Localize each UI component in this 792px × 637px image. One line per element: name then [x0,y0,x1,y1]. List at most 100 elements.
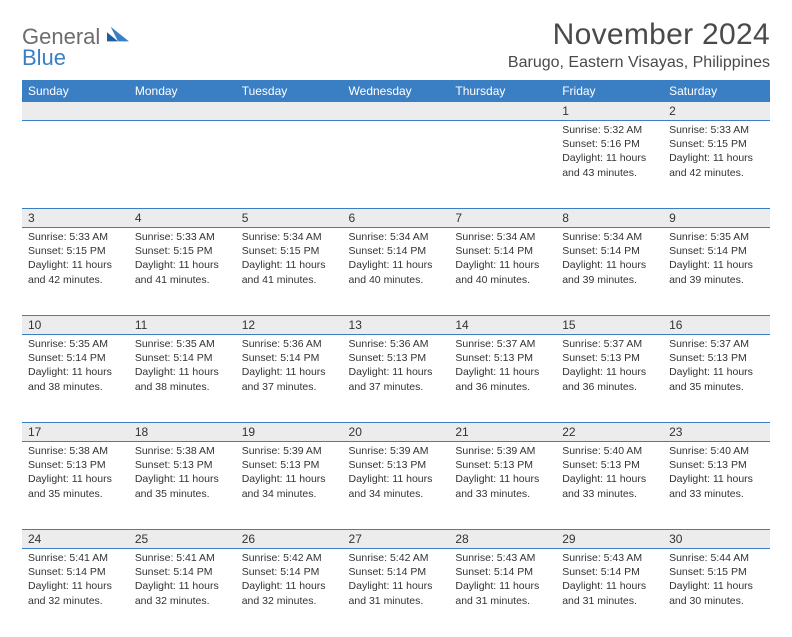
day-number: 14 [449,316,556,334]
day-content-cell: Sunrise: 5:33 AMSunset: 5:15 PMDaylight:… [129,228,236,316]
day-content-cell: Sunrise: 5:37 AMSunset: 5:13 PMDaylight:… [556,335,663,423]
day-content-cell: Sunrise: 5:39 AMSunset: 5:13 PMDaylight:… [343,442,450,530]
day-number: 26 [236,530,343,548]
day-content-cell [236,121,343,209]
day-number: 17 [22,423,129,441]
day-details: Sunrise: 5:34 AMSunset: 5:15 PMDaylight:… [236,228,343,291]
day-number: 28 [449,530,556,548]
day-details: Sunrise: 5:38 AMSunset: 5:13 PMDaylight:… [129,442,236,505]
day-number-cell: 27 [343,530,450,549]
day-number: 19 [236,423,343,441]
day-content-cell: Sunrise: 5:41 AMSunset: 5:14 PMDaylight:… [129,549,236,637]
day-content-cell: Sunrise: 5:38 AMSunset: 5:13 PMDaylight:… [22,442,129,530]
day-content-cell: Sunrise: 5:33 AMSunset: 5:15 PMDaylight:… [663,121,770,209]
day-number: 11 [129,316,236,334]
day-content-cell: Sunrise: 5:42 AMSunset: 5:14 PMDaylight:… [236,549,343,637]
day-content-cell: Sunrise: 5:35 AMSunset: 5:14 PMDaylight:… [663,228,770,316]
day-number-cell [129,102,236,121]
day-details: Sunrise: 5:35 AMSunset: 5:14 PMDaylight:… [22,335,129,398]
day-content-cell: Sunrise: 5:36 AMSunset: 5:14 PMDaylight:… [236,335,343,423]
weekday-header: Friday [556,80,663,102]
content-row: Sunrise: 5:35 AMSunset: 5:14 PMDaylight:… [22,335,770,423]
day-number-cell: 26 [236,530,343,549]
logo-triangle-icon [107,26,129,44]
day-content-cell: Sunrise: 5:34 AMSunset: 5:15 PMDaylight:… [236,228,343,316]
day-content-cell: Sunrise: 5:35 AMSunset: 5:14 PMDaylight:… [22,335,129,423]
day-content-cell: Sunrise: 5:37 AMSunset: 5:13 PMDaylight:… [663,335,770,423]
day-number-cell [343,102,450,121]
weekday-header: Wednesday [343,80,450,102]
day-number: 16 [663,316,770,334]
day-number: 15 [556,316,663,334]
day-content-cell [449,121,556,209]
weekday-header: Tuesday [236,80,343,102]
day-content-cell: Sunrise: 5:38 AMSunset: 5:13 PMDaylight:… [129,442,236,530]
day-number: 7 [449,209,556,227]
day-details: Sunrise: 5:37 AMSunset: 5:13 PMDaylight:… [663,335,770,398]
day-details: Sunrise: 5:36 AMSunset: 5:14 PMDaylight:… [236,335,343,398]
day-details: Sunrise: 5:33 AMSunset: 5:15 PMDaylight:… [22,228,129,291]
day-details: Sunrise: 5:40 AMSunset: 5:13 PMDaylight:… [663,442,770,505]
calendar-body: 12Sunrise: 5:32 AMSunset: 5:16 PMDayligh… [22,102,770,637]
day-content-cell: Sunrise: 5:34 AMSunset: 5:14 PMDaylight:… [449,228,556,316]
day-number: 4 [129,209,236,227]
day-details: Sunrise: 5:37 AMSunset: 5:13 PMDaylight:… [556,335,663,398]
day-details: Sunrise: 5:34 AMSunset: 5:14 PMDaylight:… [556,228,663,291]
day-number-cell: 6 [343,209,450,228]
day-details: Sunrise: 5:34 AMSunset: 5:14 PMDaylight:… [343,228,450,291]
day-content-cell: Sunrise: 5:41 AMSunset: 5:14 PMDaylight:… [22,549,129,637]
day-content-cell: Sunrise: 5:32 AMSunset: 5:16 PMDaylight:… [556,121,663,209]
day-number-cell: 20 [343,423,450,442]
day-number: 21 [449,423,556,441]
day-details: Sunrise: 5:43 AMSunset: 5:14 PMDaylight:… [449,549,556,612]
day-details: Sunrise: 5:37 AMSunset: 5:13 PMDaylight:… [449,335,556,398]
day-number-cell: 25 [129,530,236,549]
day-number-cell: 4 [129,209,236,228]
day-number-cell: 24 [22,530,129,549]
day-content-cell: Sunrise: 5:34 AMSunset: 5:14 PMDaylight:… [556,228,663,316]
content-row: Sunrise: 5:32 AMSunset: 5:16 PMDaylight:… [22,121,770,209]
day-number: 6 [343,209,450,227]
day-details: Sunrise: 5:42 AMSunset: 5:14 PMDaylight:… [343,549,450,612]
day-number-cell: 2 [663,102,770,121]
logo-text-blue: Blue [22,47,129,69]
day-number-cell: 14 [449,316,556,335]
day-details: Sunrise: 5:36 AMSunset: 5:13 PMDaylight:… [343,335,450,398]
day-content-cell: Sunrise: 5:39 AMSunset: 5:13 PMDaylight:… [236,442,343,530]
day-details: Sunrise: 5:42 AMSunset: 5:14 PMDaylight:… [236,549,343,612]
daynum-row: 12 [22,102,770,121]
day-number: 25 [129,530,236,548]
day-details: Sunrise: 5:44 AMSunset: 5:15 PMDaylight:… [663,549,770,612]
calendar-page: General Blue November 2024 Barugo, Easte… [0,0,792,637]
day-number-cell: 8 [556,209,663,228]
day-number: 29 [556,530,663,548]
calendar-table: Sunday Monday Tuesday Wednesday Thursday… [22,80,770,637]
day-number-cell: 28 [449,530,556,549]
weekday-header: Sunday [22,80,129,102]
day-number-cell [449,102,556,121]
day-number: 3 [22,209,129,227]
day-content-cell: Sunrise: 5:33 AMSunset: 5:15 PMDaylight:… [22,228,129,316]
day-number: 20 [343,423,450,441]
title-block: November 2024 Barugo, Eastern Visayas, P… [508,18,770,72]
content-row: Sunrise: 5:38 AMSunset: 5:13 PMDaylight:… [22,442,770,530]
day-number: 22 [556,423,663,441]
day-number: 24 [22,530,129,548]
header: General Blue November 2024 Barugo, Easte… [22,18,770,72]
day-number: 23 [663,423,770,441]
logo: General Blue [22,24,129,69]
weekday-header: Saturday [663,80,770,102]
day-details: Sunrise: 5:40 AMSunset: 5:13 PMDaylight:… [556,442,663,505]
daynum-row: 10111213141516 [22,316,770,335]
day-number-cell: 30 [663,530,770,549]
day-content-cell [22,121,129,209]
day-number-cell [22,102,129,121]
month-title: November 2024 [508,18,770,52]
day-content-cell: Sunrise: 5:34 AMSunset: 5:14 PMDaylight:… [343,228,450,316]
day-content-cell: Sunrise: 5:36 AMSunset: 5:13 PMDaylight:… [343,335,450,423]
day-details: Sunrise: 5:41 AMSunset: 5:14 PMDaylight:… [129,549,236,612]
day-details: Sunrise: 5:32 AMSunset: 5:16 PMDaylight:… [556,121,663,184]
weekday-header: Thursday [449,80,556,102]
day-content-cell: Sunrise: 5:39 AMSunset: 5:13 PMDaylight:… [449,442,556,530]
day-number: 13 [343,316,450,334]
